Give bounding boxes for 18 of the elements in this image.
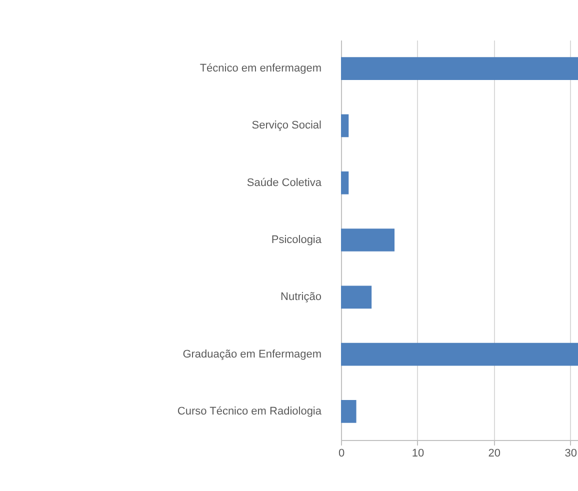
y-tick-label: Saúde Coletiva [246, 176, 322, 189]
x-tick-label: 30 [564, 448, 577, 460]
bar [341, 57, 578, 80]
y-tick-label: Curso Técnico em Radiologia [177, 405, 322, 418]
y-tick-label: Serviço Social [252, 120, 322, 132]
x-tick-label: 20 [488, 448, 501, 460]
x-tick-label: 0 [338, 448, 345, 460]
bar [341, 114, 349, 138]
bar [341, 171, 349, 194]
bar [341, 342, 578, 366]
x-tick-label: 10 [412, 448, 424, 460]
bar [341, 286, 372, 309]
bar [341, 400, 356, 423]
y-tick-label: Técnico em enfermagem [200, 62, 322, 75]
bar [341, 228, 395, 252]
y-tick-label: Graduação em Enfermagem [182, 348, 322, 360]
y-tick-label: Psicologia [271, 234, 322, 246]
y-tick-label: Nutrição [280, 291, 322, 304]
